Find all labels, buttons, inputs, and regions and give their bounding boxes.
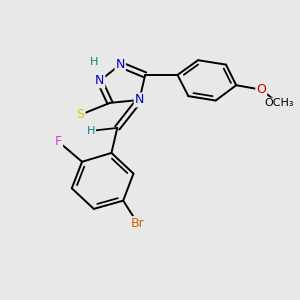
Text: H: H <box>90 57 98 67</box>
Text: F: F <box>55 135 62 148</box>
Text: N: N <box>116 58 125 71</box>
Text: S: S <box>76 108 85 121</box>
Text: Br: Br <box>131 217 145 230</box>
Text: OCH₃: OCH₃ <box>264 98 294 109</box>
Text: N: N <box>135 93 144 106</box>
Text: H: H <box>87 126 95 136</box>
Text: N: N <box>95 74 104 87</box>
Text: O: O <box>256 83 266 96</box>
